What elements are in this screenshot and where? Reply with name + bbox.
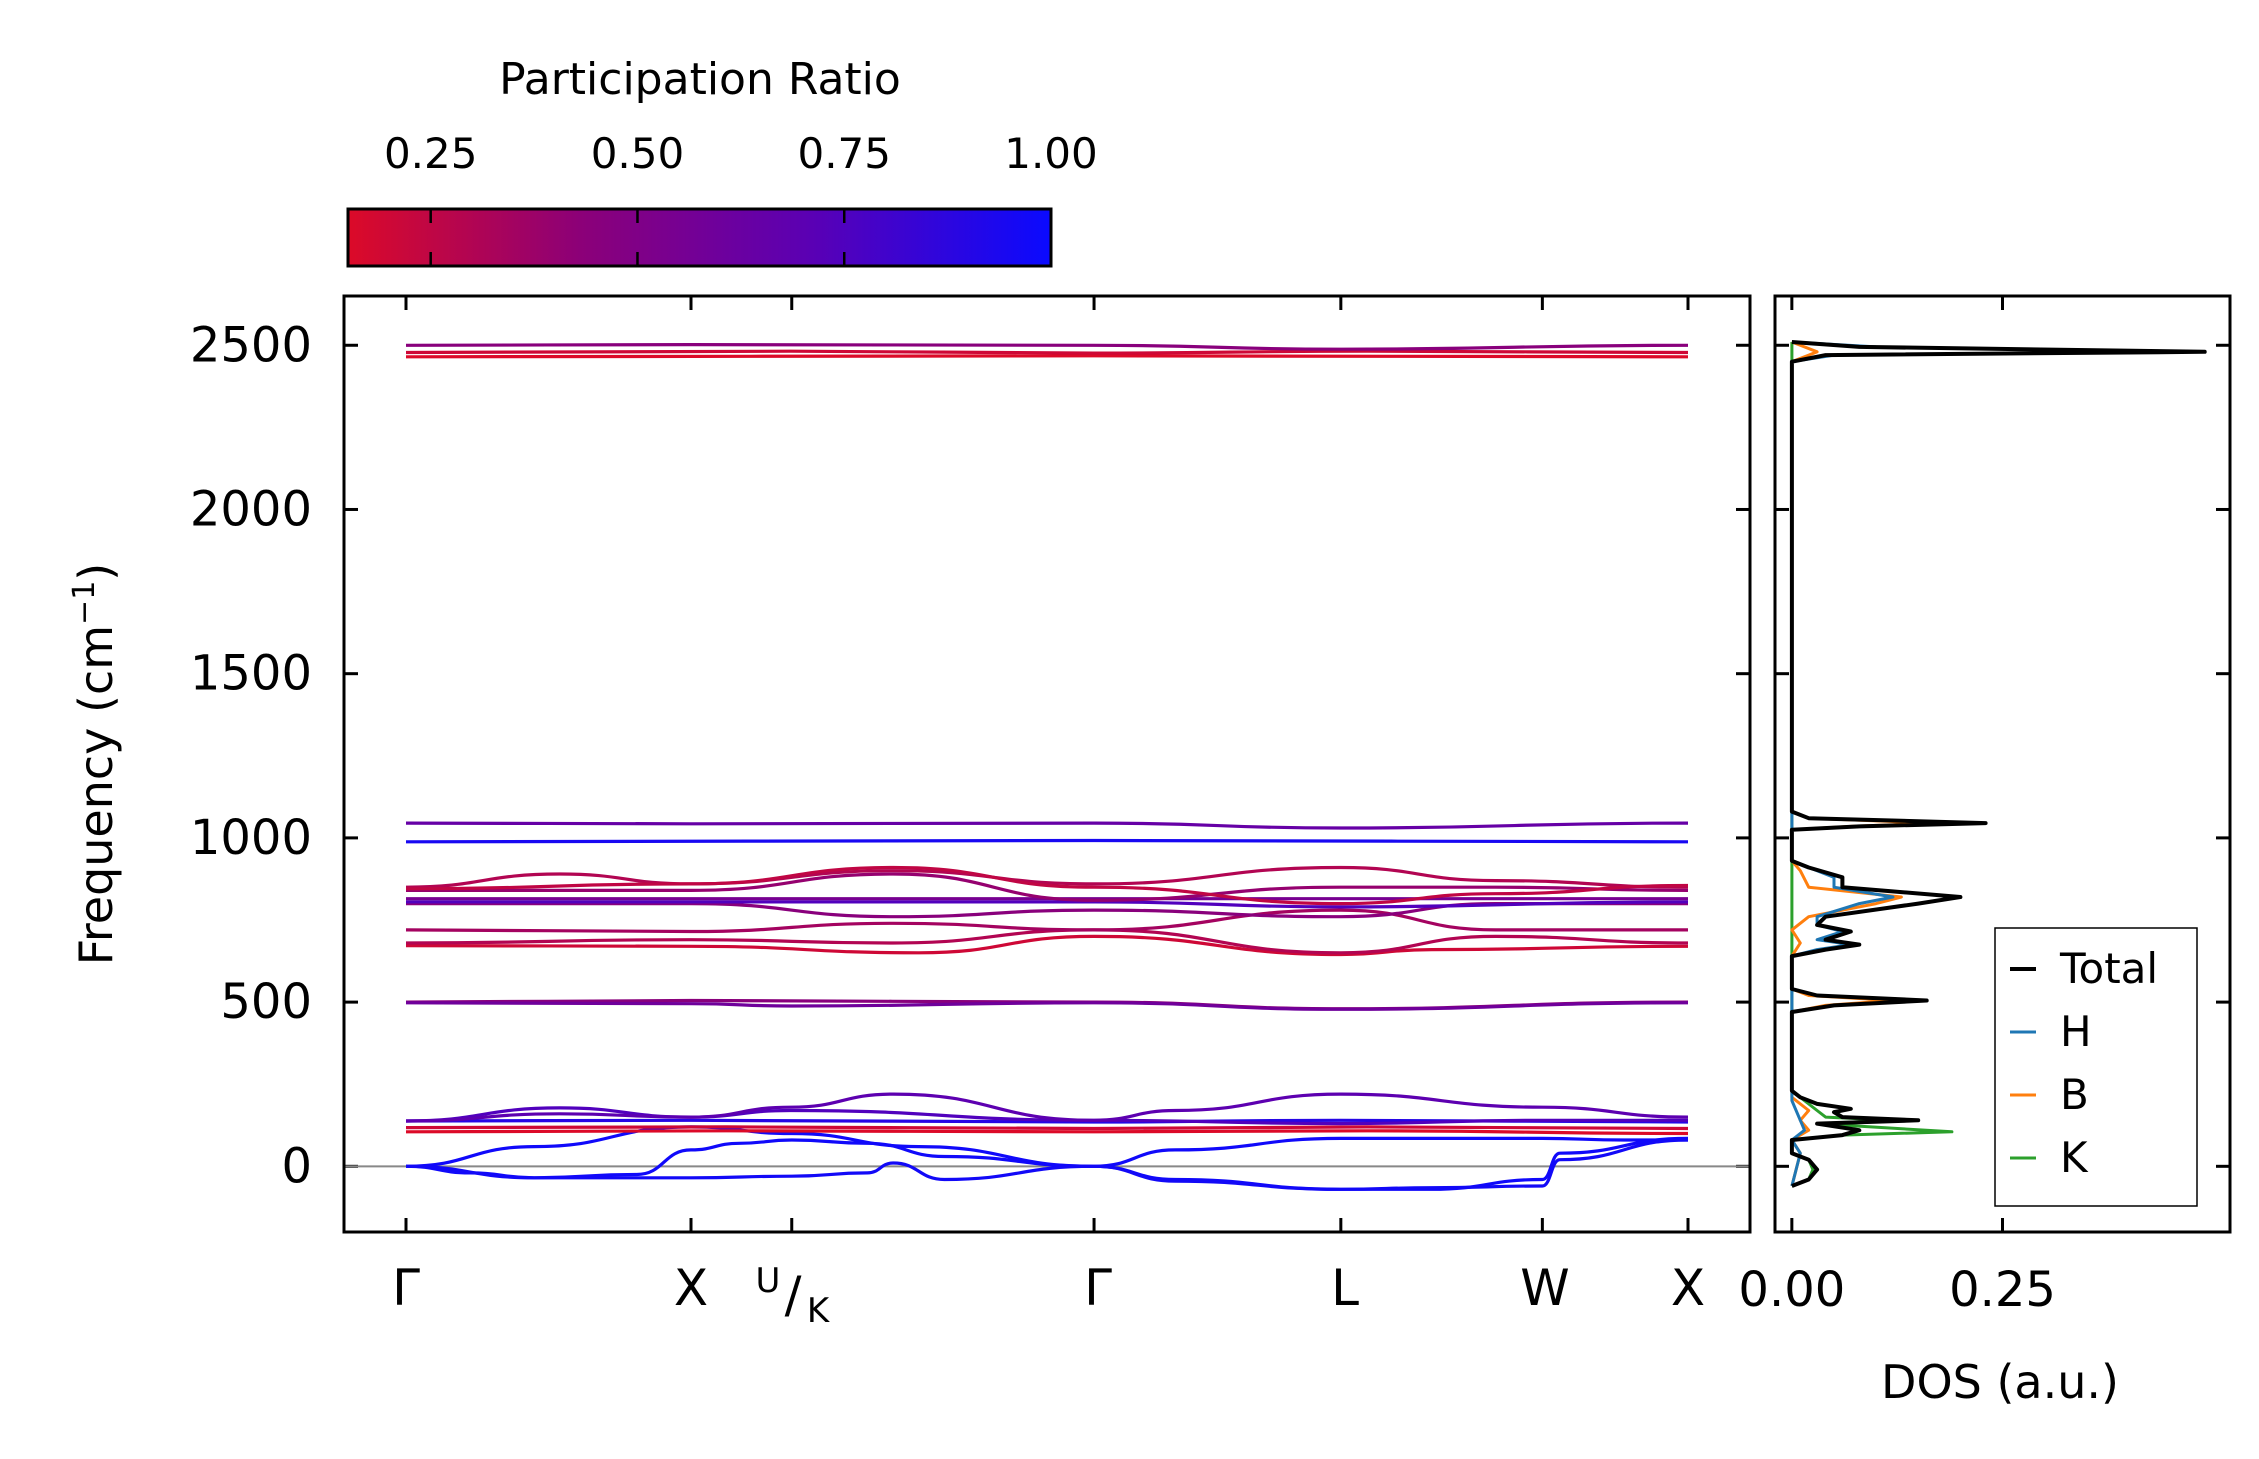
legend-label-total: Total — [2059, 944, 2158, 993]
kpoint-label-x-1: X — [674, 1259, 708, 1317]
band-optic-720 — [405, 908, 1689, 934]
colorbar-tick-label: 0.50 — [591, 129, 685, 178]
colorbar-gradient — [346, 207, 1053, 268]
band-acoustic-2 — [405, 1125, 1689, 1191]
band-optic-115 — [405, 1125, 1689, 1131]
colorbar-tick-label: 0.25 — [384, 129, 478, 178]
y-axis-label: Frequency (cm−1) — [67, 563, 123, 966]
y-axis-label-close: ) — [69, 563, 123, 581]
band-y-tick-label: 2000 — [190, 481, 312, 537]
band-y-tick-label: 0 — [281, 1138, 312, 1194]
dos-legend: Total H B K — [1994, 927, 2198, 1207]
band-optic-860 — [405, 865, 1689, 906]
band-optic-500b — [405, 1001, 1689, 1011]
dos-x-axis-label: DOS (a.u.) — [1881, 1355, 2119, 1409]
kpoint-label-u-top: U — [756, 1261, 781, 1301]
band-acoustic-1 — [405, 1136, 1688, 1180]
dos-x-ticks: 0.00 0.25 — [1738, 296, 2056, 1318]
kpoint-label-gamma-2: Γ — [1084, 1259, 1112, 1317]
band-optic-990 — [405, 838, 1689, 844]
dos-line-total — [1789, 340, 2207, 1188]
band-plot-frame — [342, 294, 1752, 1234]
band-y-ticks: 0 500 1000 1500 2000 2500 — [190, 317, 1750, 1194]
kpoint-label-x-2: X — [1671, 1259, 1705, 1317]
dos-panel: 0.00 0.25 DOS (a.u.) Total H B K — [1738, 294, 2232, 1409]
dos-x-tick-label: 0.00 — [1738, 1262, 1845, 1318]
band-optic-2470 — [405, 354, 1689, 359]
band-optic-2502 — [405, 342, 1689, 351]
band-optic-145 — [405, 1106, 1688, 1126]
band-optic-100 — [405, 1129, 1689, 1136]
colorbar-label: Participation Ratio — [499, 54, 901, 105]
legend-label-b: B — [2060, 1070, 2089, 1119]
band-y-tick-label: 1000 — [190, 810, 312, 866]
band-optic-160 — [405, 1092, 1689, 1123]
y-axis-label-sup: −1 — [67, 581, 102, 625]
band-optic-800 — [406, 900, 1689, 909]
band-k-ticks — [404, 296, 1690, 1232]
dos-x-tick-label: 0.25 — [1949, 1262, 2056, 1318]
legend-label-h: H — [2060, 1007, 2092, 1056]
dos-line-b — [1790, 340, 1937, 1187]
colorbar-tick-label: 0.75 — [797, 129, 891, 178]
band-lines — [405, 342, 1689, 1191]
legend-frame — [1994, 927, 2198, 1207]
kpoint-label-gamma-1: Γ — [392, 1259, 420, 1317]
band-optic-840 — [406, 872, 1689, 902]
dos-plot-frame — [1773, 294, 2232, 1234]
dos-line-k — [1790, 342, 1954, 1188]
band-optic-670 — [405, 934, 1689, 957]
kpoint-label-w: W — [1520, 1259, 1569, 1317]
y-axis-label-main: Frequency (cm — [69, 625, 123, 965]
colorbar-ticks: 0.25 0.50 0.75 1.00 — [384, 129, 1098, 266]
band-y-tick-label: 500 — [220, 974, 312, 1030]
band-y-tick-label: 2500 — [190, 317, 312, 373]
band-optic-1045 — [405, 821, 1689, 830]
legend-label-k: K — [2060, 1133, 2089, 1182]
band-acoustic-3 — [405, 1138, 1689, 1191]
kpoint-label-k-bottom: K — [807, 1291, 831, 1331]
kpoint-label-l: L — [1331, 1259, 1359, 1317]
band-y-tick-label: 1500 — [190, 646, 312, 702]
kpoint-label-slash: / — [785, 1266, 802, 1324]
dos-y-ticks — [1775, 343, 2230, 1168]
band-optic-2478 — [405, 349, 1689, 355]
colorbar: Participation Ratio 0.25 0.50 0.75 1.00 — [346, 54, 1098, 268]
dos-lines — [1789, 340, 2207, 1188]
colorbar-tick-label: 1.00 — [1004, 129, 1098, 178]
